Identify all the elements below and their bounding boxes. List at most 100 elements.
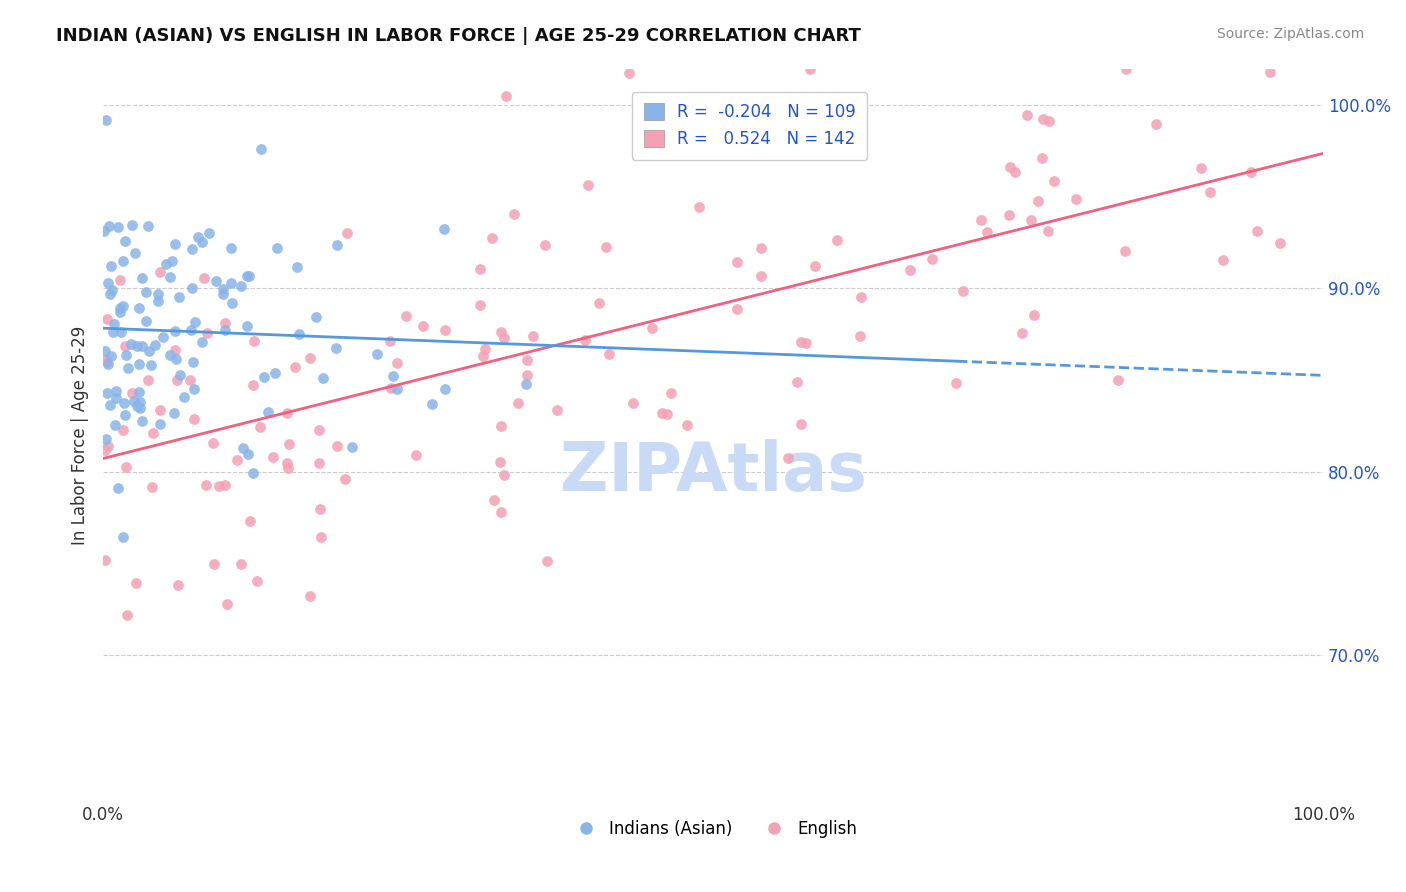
Point — [898, 263, 921, 277]
Point — [378, 334, 401, 348]
Point — [799, 62, 821, 76]
Text: ZIPAtlas: ZIPAtlas — [560, 439, 866, 505]
Point — [849, 290, 872, 304]
Point — [112, 396, 135, 410]
Point — [998, 160, 1021, 174]
Point — [108, 305, 131, 319]
Point — [219, 241, 242, 255]
Point — [595, 240, 617, 254]
Point — [305, 310, 328, 324]
Point — [1212, 253, 1234, 268]
Point — [333, 472, 356, 486]
Point — [309, 501, 332, 516]
Point — [98, 219, 121, 233]
Y-axis label: In Labor Force | Age 25-29: In Labor Force | Age 25-29 — [72, 326, 89, 545]
Point — [276, 456, 298, 470]
Point — [492, 331, 515, 345]
Point — [104, 392, 127, 406]
Point — [181, 355, 204, 369]
Point — [976, 226, 998, 240]
Point — [96, 352, 118, 367]
Point — [236, 447, 259, 461]
Point — [621, 396, 644, 410]
Point — [472, 349, 495, 363]
Point — [155, 257, 177, 271]
Point — [120, 336, 142, 351]
Point — [226, 453, 249, 467]
Point — [236, 318, 259, 333]
Point — [312, 371, 335, 385]
Point — [125, 576, 148, 591]
Point — [135, 314, 157, 328]
Point — [165, 236, 187, 251]
Point — [111, 299, 134, 313]
Point — [187, 230, 209, 244]
Point — [100, 349, 122, 363]
Point — [250, 142, 273, 156]
Point — [617, 65, 640, 79]
Point — [1115, 62, 1137, 76]
Point — [1144, 117, 1167, 131]
Point — [1042, 174, 1064, 188]
Point — [93, 224, 115, 238]
Point — [169, 290, 191, 304]
Point — [131, 339, 153, 353]
Point — [803, 259, 825, 273]
Point — [827, 233, 849, 247]
Point — [366, 347, 388, 361]
Point — [114, 234, 136, 248]
Point — [1011, 326, 1033, 341]
Point — [309, 530, 332, 544]
Point — [278, 437, 301, 451]
Point — [326, 439, 349, 453]
Point — [107, 481, 129, 495]
Point — [382, 369, 405, 384]
Point — [502, 207, 524, 221]
Point — [790, 417, 813, 431]
Point — [202, 557, 225, 571]
Point — [253, 370, 276, 384]
Point — [108, 301, 131, 315]
Point — [135, 285, 157, 299]
Point — [1032, 112, 1054, 127]
Point — [277, 461, 299, 475]
Point — [184, 315, 207, 329]
Point — [412, 318, 434, 333]
Point — [284, 359, 307, 374]
Point — [114, 339, 136, 353]
Point — [219, 276, 242, 290]
Point — [308, 456, 330, 470]
Point — [673, 138, 696, 153]
Point — [138, 343, 160, 358]
Point — [434, 382, 457, 396]
Point — [494, 468, 516, 483]
Point — [94, 553, 117, 567]
Point — [266, 241, 288, 255]
Point — [96, 312, 118, 326]
Point — [98, 398, 121, 412]
Point — [121, 385, 143, 400]
Point — [264, 366, 287, 380]
Point — [142, 426, 165, 441]
Point — [952, 284, 974, 298]
Point — [104, 418, 127, 433]
Point — [94, 442, 117, 457]
Point — [1114, 244, 1136, 258]
Point — [214, 316, 236, 330]
Point — [191, 334, 214, 349]
Point — [725, 301, 748, 316]
Point — [181, 281, 204, 295]
Point — [193, 271, 215, 285]
Point — [165, 352, 187, 367]
Point — [101, 325, 124, 339]
Point — [336, 227, 359, 241]
Point — [651, 406, 673, 420]
Point — [395, 309, 418, 323]
Point — [141, 358, 163, 372]
Point — [482, 493, 505, 508]
Point — [848, 329, 870, 343]
Point — [198, 226, 221, 240]
Point — [212, 282, 235, 296]
Point — [242, 334, 264, 348]
Point — [688, 200, 710, 214]
